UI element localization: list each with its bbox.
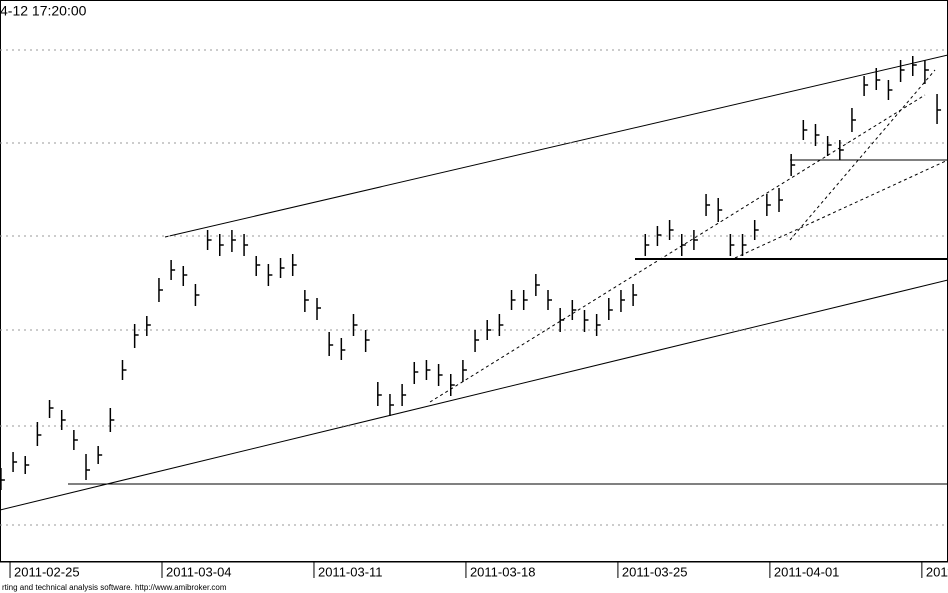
dotted-line <box>789 69 936 241</box>
annotations <box>0 54 948 511</box>
x-tick-label: 2011-03-11 <box>318 564 383 579</box>
x-tick-label: 2011-02-25 <box>14 564 80 579</box>
x-tick-label: 2011-03-04 <box>166 564 232 579</box>
trend-line <box>0 279 948 511</box>
footer: rting and technical analysis software. h… <box>2 583 227 592</box>
x-tick-label: 2011 <box>926 564 948 579</box>
trend-line <box>164 54 948 238</box>
x-tick-label: 2011-03-25 <box>622 564 688 579</box>
chart-title: 4-12 17:20:00 <box>0 3 87 19</box>
plot-frame <box>0 0 948 562</box>
x-tick-label: 2011-04-01 <box>774 564 840 579</box>
dotted-line <box>429 94 926 403</box>
x-tick-label: 2011-03-18 <box>470 564 536 579</box>
